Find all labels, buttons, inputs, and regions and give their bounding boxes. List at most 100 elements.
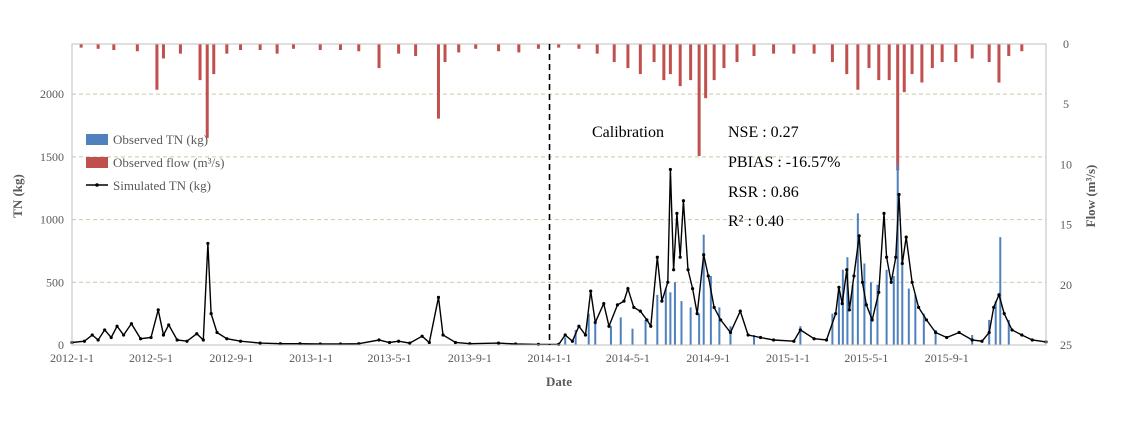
observed-flow-bar xyxy=(517,44,521,53)
observed-tn-bar xyxy=(631,328,634,345)
simulated-tn-point xyxy=(997,293,1001,297)
simulated-tn-point xyxy=(924,318,929,322)
simulated-tn-point xyxy=(675,211,679,215)
simulated-tn-point xyxy=(945,335,949,340)
legend-label-observed-flow: Observed flow (m³/s) xyxy=(113,155,224,170)
observed-tn-bar xyxy=(901,257,904,345)
observed-flow-bar xyxy=(612,44,616,63)
observed-tn-bar xyxy=(914,294,917,345)
observed-flow-bar xyxy=(704,44,708,99)
observed-tn-bar xyxy=(680,301,683,345)
simulated-tn-point xyxy=(910,280,914,284)
simulated-tn-point xyxy=(1010,328,1014,332)
observed-flow-bar xyxy=(536,44,540,49)
simulated-tn-point xyxy=(420,334,424,338)
pbias-label: PBIAS : -16.57% xyxy=(728,154,840,171)
simulated-tn-point xyxy=(583,333,588,337)
simulated-tn-point xyxy=(900,261,904,266)
simulated-tn-point xyxy=(453,340,458,345)
simulated-tn-point xyxy=(427,340,431,345)
observed-flow-bar xyxy=(954,44,958,63)
simulated-tn-polyline xyxy=(71,169,1047,346)
observed-tn-bar xyxy=(994,301,997,345)
observed-tn-bar xyxy=(837,288,840,345)
x-tick-label: 2013-9-1 xyxy=(448,351,492,365)
x-tick-label: 2013-5-1 xyxy=(367,351,411,365)
x-tick-label: 2015-9-1 xyxy=(925,351,969,365)
left-tick-label: 500 xyxy=(46,275,64,289)
simulated-tn-point xyxy=(728,330,733,335)
observed-tn-bar xyxy=(669,292,672,345)
observed-flow-bar xyxy=(318,44,322,51)
observed-flow-bar xyxy=(712,44,716,81)
legend: Observed TN (kg) Observed flow (m³/s) Si… xyxy=(86,132,224,193)
x-tick-label: 2015-5-1 xyxy=(844,351,888,365)
observed-flow-bar xyxy=(79,44,83,48)
simulated-tn-point xyxy=(655,255,659,259)
simulated-tn-point xyxy=(690,286,695,291)
simulated-tn-point xyxy=(885,255,889,259)
observed-flow-bar xyxy=(436,44,440,119)
simulated-tn-point xyxy=(238,339,243,343)
observed-flow-bar xyxy=(414,44,418,57)
observed-flow-bar xyxy=(1007,44,1011,57)
right-tick-label: 25 xyxy=(1060,338,1072,352)
simulated-tn-point xyxy=(672,268,676,272)
simulated-tn-point xyxy=(122,333,126,337)
simulated-tn-point xyxy=(857,234,861,238)
observed-flow-bar xyxy=(678,44,682,87)
legend-label-observed-tn: Observed TN (kg) xyxy=(113,132,208,147)
observed-flow-bar xyxy=(856,44,860,90)
observed-flow-bar xyxy=(638,44,642,75)
observed-flow-bar xyxy=(689,44,693,81)
simulated-tn-point xyxy=(626,286,630,291)
observed-flow-bar xyxy=(697,44,701,156)
right-tick-label: 5 xyxy=(1063,97,1069,111)
observed-tn-bar xyxy=(846,257,849,345)
observed-flow-bar xyxy=(275,44,279,54)
simulated-tn-point xyxy=(668,167,672,172)
observed-tn-bar xyxy=(1007,319,1010,345)
simulated-tn-point xyxy=(209,312,213,316)
observed-flow-bar xyxy=(595,44,599,54)
simulated-tn-point xyxy=(702,253,706,257)
left-tick-label: 1000 xyxy=(40,213,64,227)
simulated-tn-point xyxy=(678,255,682,259)
simulated-tn-point xyxy=(645,318,649,322)
simulated-tn-point xyxy=(1020,333,1024,337)
simulated-tn-point xyxy=(156,308,160,312)
observed-tn-bar xyxy=(869,282,872,345)
simulated-tn-point xyxy=(1030,338,1034,342)
observed-flow-bar xyxy=(457,44,461,53)
observed-flow-bar xyxy=(722,44,726,69)
observed-flow-bar xyxy=(377,44,381,69)
simulated-tn-point xyxy=(96,338,100,342)
simulated-tn-point xyxy=(904,235,908,239)
observed-tn-bar xyxy=(709,276,712,345)
simulated-tn-line xyxy=(70,167,1048,346)
simulated-tn-point xyxy=(870,318,874,322)
observed-flow-bar xyxy=(135,44,139,52)
simulated-tn-point xyxy=(206,241,210,246)
right-axis-title: Flow (m³/s) xyxy=(1083,165,1098,228)
observed-flow-bar xyxy=(896,44,900,171)
simulated-tn-point xyxy=(593,320,597,325)
observed-tn-bar xyxy=(892,276,895,345)
observed-tn-bar xyxy=(851,284,854,345)
simulated-tn-point xyxy=(215,330,219,335)
observed-flow-bar xyxy=(258,44,262,51)
observed-flow-bar xyxy=(792,44,796,54)
simulated-tn-point xyxy=(852,274,856,278)
simulated-tn-point xyxy=(90,333,94,337)
observed-tn-bar xyxy=(609,326,612,345)
simulated-tn-point xyxy=(109,335,113,340)
simulated-tn-point xyxy=(706,274,710,278)
simulated-tn-point xyxy=(649,324,653,328)
observed-flow-bar xyxy=(668,44,672,75)
observed-tn-bar xyxy=(564,337,567,345)
simulated-tn-point xyxy=(824,338,829,342)
observed-tn-bar xyxy=(673,282,676,345)
observed-flow-bar xyxy=(96,44,100,49)
left-tick-label: 2000 xyxy=(40,87,64,101)
